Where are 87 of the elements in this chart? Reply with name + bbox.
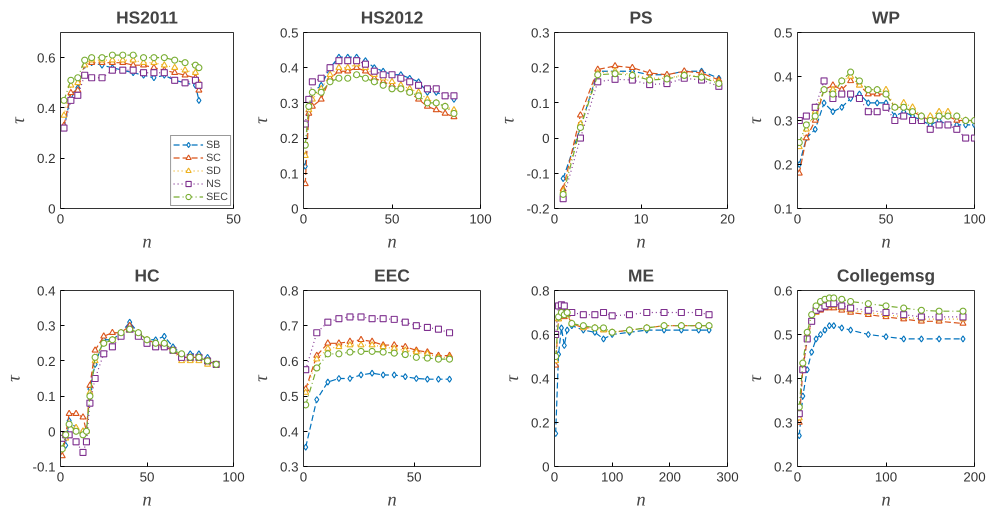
x-axis-title: n [142, 490, 152, 510]
x-axis-title: n [387, 490, 397, 510]
y-tick-label: 0 [48, 424, 56, 440]
y-tick-label: 0.3 [36, 318, 56, 334]
y-tick-label: 0.1 [280, 166, 299, 182]
chart-title: HS2012 [360, 8, 424, 28]
y-tick-label: 0.3 [774, 114, 793, 128]
y-tick-label: 0.3 [280, 460, 299, 474]
chart-title: WP [872, 8, 900, 28]
y-tick-label: 0.4 [530, 372, 550, 386]
y-tick-label: 0.5 [774, 328, 793, 342]
x-axis-title: n [881, 232, 891, 252]
y-tick-label: -0.2 [526, 202, 550, 216]
y-tick-label: 0.5 [280, 389, 299, 404]
legend-label: SC [206, 151, 222, 164]
y-axis-title: τ [250, 374, 272, 382]
x-tick-label: 10 [634, 212, 648, 226]
x-tick-label: 100 [874, 470, 898, 484]
x-tick-label: 20 [720, 212, 735, 226]
y-tick-label: 0.3 [774, 416, 793, 430]
y-tick-label: 0.5 [774, 26, 793, 40]
y-tick-label: 0.1 [530, 96, 550, 111]
x-tick-label: 200 [658, 470, 681, 484]
x-axis-title: n [636, 232, 646, 252]
y-tick-label: 0.4 [36, 284, 56, 298]
x-tick-label: 50 [140, 470, 154, 484]
x-tick-label: 300 [716, 470, 739, 484]
y-tick-label: 0.4 [774, 372, 794, 386]
chart-title: HS2011 [116, 8, 178, 28]
y-tick-label: 0.6 [280, 354, 299, 369]
x-axis-title: n [387, 232, 397, 252]
y-tick-label: 0.6 [36, 50, 56, 66]
x-tick-label: 100 [963, 212, 986, 226]
x-axis-title: n [636, 490, 646, 510]
x-tick-label: 200 [963, 470, 986, 484]
legend-label: SD [206, 164, 222, 177]
y-tick-label: 0.4 [36, 100, 56, 116]
x-tick-label: 100 [601, 470, 624, 484]
y-axis-title: τ [744, 116, 766, 124]
x-tick-label: 50 [226, 212, 241, 226]
y-tick-label: 0.3 [280, 96, 299, 111]
y-tick-label: 0.4 [280, 60, 300, 76]
y-tick-label: 0.7 [280, 318, 299, 334]
y-tick-label: 0.5 [280, 26, 299, 40]
y-axis-title: τ [250, 116, 272, 124]
y-tick-label: 0.2 [36, 151, 56, 166]
y-tick-label: -0.1 [32, 460, 56, 474]
x-tick-label: 100 [222, 470, 245, 484]
chart-title: PS [629, 8, 653, 28]
legend-label: NS [206, 177, 222, 190]
y-tick-label: 0 [291, 202, 299, 216]
y-tick-label: 0.2 [774, 460, 793, 474]
y-tick-label: 0.2 [530, 416, 550, 430]
x-axis-title: n [881, 490, 891, 510]
y-tick-label: 0.2 [530, 60, 550, 76]
y-tick-label: 0.8 [280, 284, 299, 298]
legend-label: SB [206, 138, 222, 151]
y-tick-label: 0.4 [280, 424, 300, 440]
y-axis-title: τ [498, 116, 519, 124]
y-axis-title: τ [4, 374, 25, 382]
y-tick-label: 0.1 [36, 389, 56, 404]
chart-title: ME [628, 266, 654, 286]
y-tick-label: -0.1 [526, 166, 550, 182]
y-tick-label: 0 [48, 202, 56, 216]
legend-label: SEC [206, 190, 228, 203]
y-tick-label: 0.4 [774, 70, 794, 84]
y-axis-title: τ [502, 374, 523, 382]
x-tick-label: 50 [384, 212, 400, 226]
y-tick-label: 0.1 [774, 202, 793, 216]
y-tick-label: 0 [542, 460, 550, 474]
y-tick-label: 0.2 [36, 354, 56, 369]
y-tick-label: 0.6 [530, 328, 550, 342]
chart-title: EEC [374, 266, 410, 286]
y-axis-title: τ [744, 374, 766, 382]
x-tick-label: 50 [406, 470, 422, 484]
y-tick-label: 0 [542, 131, 550, 146]
chart-title: HC [134, 266, 160, 286]
y-tick-label: 0.2 [280, 131, 299, 146]
y-tick-label: 0.8 [530, 284, 550, 298]
y-tick-label: 0.6 [774, 284, 793, 298]
y-axis-title: τ [8, 116, 29, 124]
x-axis-title: n [142, 232, 152, 252]
y-tick-label: 0.3 [530, 26, 550, 40]
y-tick-label: 0.2 [774, 158, 793, 172]
x-tick-label: 100 [469, 212, 492, 226]
x-tick-label: 50 [878, 212, 894, 226]
chart-title: Collegemsg [836, 266, 936, 286]
